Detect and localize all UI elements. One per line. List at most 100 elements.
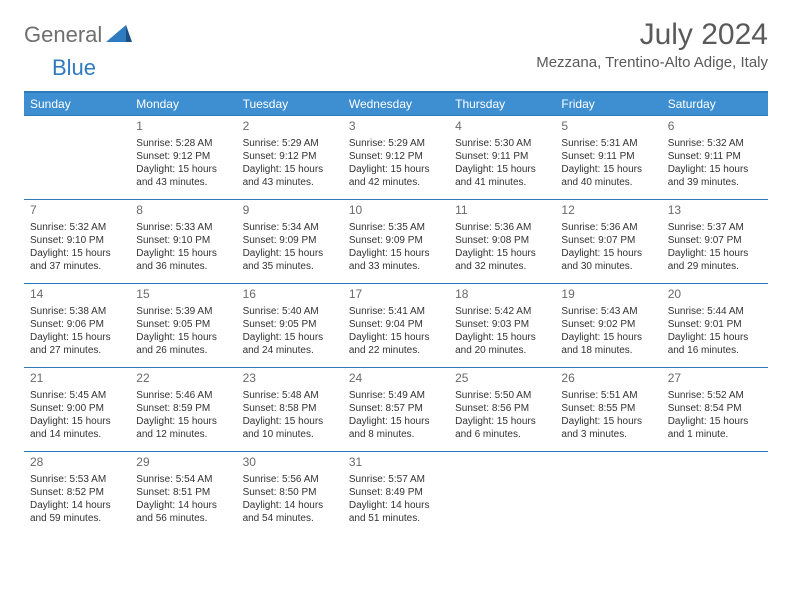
calendar-day-cell: 3Sunrise: 5:29 AMSunset: 9:12 PMDaylight… [343,116,449,200]
sunrise-text: Sunrise: 5:49 AM [349,389,443,402]
sunset-text: Sunset: 9:11 PM [455,150,549,163]
calendar-day-cell: 25Sunrise: 5:50 AMSunset: 8:56 PMDayligh… [449,368,555,452]
sunset-text: Sunset: 9:12 PM [349,150,443,163]
sunset-text: Sunset: 9:12 PM [243,150,337,163]
calendar-day-cell: 28Sunrise: 5:53 AMSunset: 8:52 PMDayligh… [24,452,130,536]
calendar-body: 1Sunrise: 5:28 AMSunset: 9:12 PMDaylight… [24,116,768,536]
daylight-text: Daylight: 15 hours and 6 minutes. [455,415,549,441]
calendar-day-cell [662,452,768,536]
day-number: 8 [136,203,230,219]
calendar-table: SundayMondayTuesdayWednesdayThursdayFrid… [24,91,768,536]
daylight-text: Daylight: 15 hours and 37 minutes. [30,247,124,273]
sunrise-text: Sunrise: 5:36 AM [455,221,549,234]
calendar-week-row: 7Sunrise: 5:32 AMSunset: 9:10 PMDaylight… [24,200,768,284]
weekday-header: Sunday [24,92,130,116]
calendar-week-row: 14Sunrise: 5:38 AMSunset: 9:06 PMDayligh… [24,284,768,368]
sunrise-text: Sunrise: 5:29 AM [349,137,443,150]
sunset-text: Sunset: 8:52 PM [30,486,124,499]
day-number: 17 [349,287,443,303]
sunrise-text: Sunrise: 5:31 AM [561,137,655,150]
sunset-text: Sunset: 9:11 PM [668,150,762,163]
sunset-text: Sunset: 8:54 PM [668,402,762,415]
weekday-header-row: SundayMondayTuesdayWednesdayThursdayFrid… [24,92,768,116]
calendar-day-cell: 16Sunrise: 5:40 AMSunset: 9:05 PMDayligh… [237,284,343,368]
calendar-day-cell: 8 Sunrise: 5:33 AMSunset: 9:10 PMDaylight… [130,200,236,284]
calendar-week-row: 1Sunrise: 5:28 AMSunset: 9:12 PMDaylight… [24,116,768,200]
day-number: 13 [668,203,762,219]
calendar-day-cell: 31Sunrise: 5:57 AMSunset: 8:49 PMDayligh… [343,452,449,536]
calendar-day-cell [24,116,130,200]
calendar-day-cell: 1Sunrise: 5:28 AMSunset: 9:12 PMDaylight… [130,116,236,200]
calendar-day-cell: 2Sunrise: 5:29 AMSunset: 9:12 PMDaylight… [237,116,343,200]
calendar-day-cell: 27Sunrise: 5:52 AMSunset: 8:54 PMDayligh… [662,368,768,452]
month-title: July 2024 [536,18,768,52]
sunset-text: Sunset: 9:01 PM [668,318,762,331]
day-number: 21 [30,371,124,387]
brand-logo: General [24,18,110,48]
day-number: 7 [30,203,124,219]
day-number: 6 [668,119,762,135]
daylight-text: Daylight: 15 hours and 14 minutes. [30,415,124,441]
sunset-text: Sunset: 9:06 PM [30,318,124,331]
sunrise-text: Sunrise: 5:56 AM [243,473,337,486]
calendar-day-cell: 29Sunrise: 5:54 AMSunset: 8:51 PMDayligh… [130,452,236,536]
day-number: 14 [30,287,124,303]
sunrise-text: Sunrise: 5:44 AM [668,305,762,318]
day-number: 31 [349,455,443,471]
sunset-text: Sunset: 8:51 PM [136,486,230,499]
day-number: 22 [136,371,230,387]
sunrise-text: Sunrise: 5:28 AM [136,137,230,150]
sunrise-text: Sunrise: 5:32 AM [30,221,124,234]
sunset-text: Sunset: 9:04 PM [349,318,443,331]
daylight-text: Daylight: 15 hours and 27 minutes. [30,331,124,357]
day-number: 12 [561,203,655,219]
day-number: 20 [668,287,762,303]
day-number: 3 [349,119,443,135]
calendar-day-cell: 30Sunrise: 5:56 AMSunset: 8:50 PMDayligh… [237,452,343,536]
calendar-day-cell: 4Sunrise: 5:30 AMSunset: 9:11 PMDaylight… [449,116,555,200]
sunset-text: Sunset: 9:10 PM [136,234,230,247]
calendar-day-cell: 11Sunrise: 5:36 AMSunset: 9:08 PMDayligh… [449,200,555,284]
sunset-text: Sunset: 8:58 PM [243,402,337,415]
sunrise-text: Sunrise: 5:40 AM [243,305,337,318]
daylight-text: Daylight: 15 hours and 29 minutes. [668,247,762,273]
day-number: 16 [243,287,337,303]
sunrise-text: Sunrise: 5:45 AM [30,389,124,402]
sunrise-text: Sunrise: 5:52 AM [668,389,762,402]
sunset-text: Sunset: 9:00 PM [30,402,124,415]
sunrise-text: Sunrise: 5:42 AM [455,305,549,318]
sunset-text: Sunset: 9:10 PM [30,234,124,247]
weekday-header: Tuesday [237,92,343,116]
calendar-day-cell: 24Sunrise: 5:49 AMSunset: 8:57 PMDayligh… [343,368,449,452]
calendar-day-cell: 26Sunrise: 5:51 AMSunset: 8:55 PMDayligh… [555,368,661,452]
daylight-text: Daylight: 15 hours and 30 minutes. [561,247,655,273]
sunrise-text: Sunrise: 5:35 AM [349,221,443,234]
sunset-text: Sunset: 8:57 PM [349,402,443,415]
day-number: 11 [455,203,549,219]
calendar-day-cell: 7 Sunrise: 5:32 AMSunset: 9:10 PMDaylight… [24,200,130,284]
sunrise-text: Sunrise: 5:37 AM [668,221,762,234]
daylight-text: Daylight: 15 hours and 36 minutes. [136,247,230,273]
day-number: 19 [561,287,655,303]
weekday-header: Thursday [449,92,555,116]
daylight-text: Daylight: 15 hours and 33 minutes. [349,247,443,273]
sunrise-text: Sunrise: 5:39 AM [136,305,230,318]
sunrise-text: Sunrise: 5:33 AM [136,221,230,234]
calendar-day-cell [449,452,555,536]
calendar-day-cell: 18Sunrise: 5:42 AMSunset: 9:03 PMDayligh… [449,284,555,368]
sunrise-text: Sunrise: 5:36 AM [561,221,655,234]
sunrise-text: Sunrise: 5:29 AM [243,137,337,150]
sunrise-text: Sunrise: 5:50 AM [455,389,549,402]
day-number: 29 [136,455,230,471]
sunrise-text: Sunrise: 5:46 AM [136,389,230,402]
weekday-header: Wednesday [343,92,449,116]
daylight-text: Daylight: 14 hours and 51 minutes. [349,499,443,525]
calendar-day-cell: 23Sunrise: 5:48 AMSunset: 8:58 PMDayligh… [237,368,343,452]
day-number: 5 [561,119,655,135]
daylight-text: Daylight: 15 hours and 26 minutes. [136,331,230,357]
daylight-text: Daylight: 15 hours and 20 minutes. [455,331,549,357]
calendar-day-cell: 19Sunrise: 5:43 AMSunset: 9:02 PMDayligh… [555,284,661,368]
weekday-header: Monday [130,92,236,116]
brand-part2: Blue [52,55,96,80]
brand-part1: General [24,22,102,48]
